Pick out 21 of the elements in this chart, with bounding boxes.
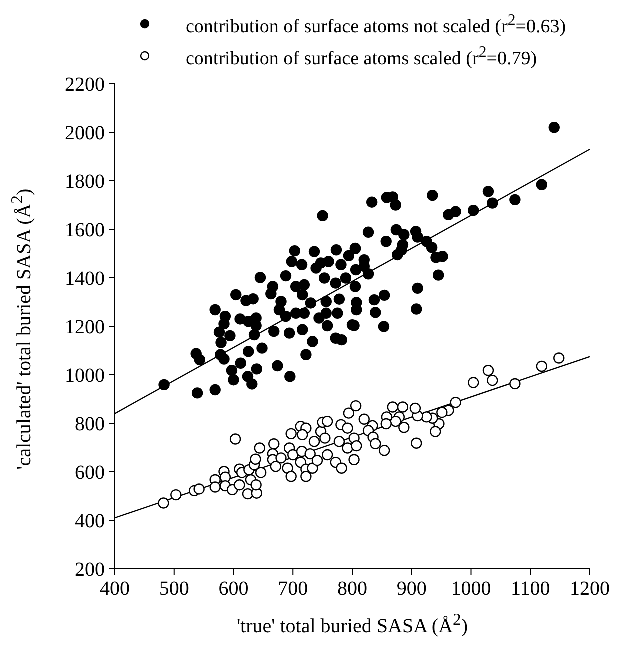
y-tick-label: 1800 [65, 171, 105, 194]
x-tick-label: 1000 [451, 578, 492, 600]
y-tick-label: 1400 [65, 268, 105, 290]
y-tick-label: 1600 [65, 220, 105, 242]
legend-label: contribution of surface atoms scaled (r$^{2}$=0.79) [186, 43, 538, 72]
x-axis-title: 'true' total buried SASA (Å$^{2}$) [236, 610, 470, 639]
y-tick-label: 800 [75, 414, 105, 436]
y-tick-label: 1200 [65, 316, 105, 339]
y-tick-label: 400 [75, 510, 105, 533]
y-tick-label: 1000 [65, 365, 105, 388]
x-tick-label: 500 [159, 578, 190, 600]
x-tick-label: 800 [338, 578, 368, 600]
x-tick-label: 1200 [570, 578, 610, 600]
x-tick-label: 900 [396, 578, 427, 600]
x-tick-label: 1100 [510, 578, 550, 600]
y-tick-label: 600 [75, 462, 105, 484]
legend-label: contribution of surface atoms not scaled (r$^{2}$=0.63) [186, 11, 566, 40]
x-tick-label: 600 [218, 578, 249, 600]
y-tick-label: 2200 [65, 74, 105, 96]
x-tick-label: 700 [278, 578, 308, 600]
y-tick-label: 2000 [65, 122, 105, 145]
